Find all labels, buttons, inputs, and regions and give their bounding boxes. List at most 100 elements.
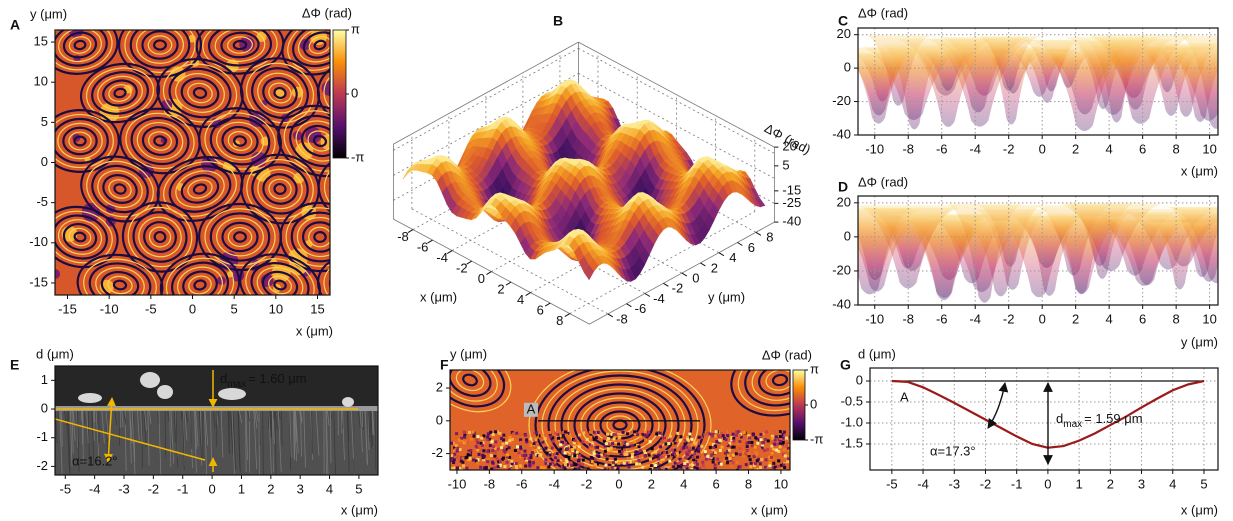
phase-noise xyxy=(600,453,603,456)
fringe xyxy=(346,177,373,201)
phase-noise xyxy=(693,452,696,455)
phase-noise xyxy=(464,441,467,444)
sem-particle xyxy=(157,385,173,399)
phase-noise xyxy=(612,461,615,464)
x-tick-label: -15 xyxy=(58,301,77,316)
phase-noise xyxy=(568,435,571,438)
phase-noise xyxy=(453,453,456,456)
x-tick-label: -4 xyxy=(917,476,929,491)
fringe xyxy=(347,275,373,295)
y-tick-label: -5 xyxy=(36,194,48,209)
x-tick-label: -6 xyxy=(516,476,528,491)
phase-noise xyxy=(688,433,691,436)
phase-noise xyxy=(779,445,782,448)
phase-noise xyxy=(472,435,475,438)
phase-noise xyxy=(746,449,749,452)
phase-noise xyxy=(748,452,751,455)
phase-noise xyxy=(696,456,699,459)
phase-noise xyxy=(577,442,580,445)
phase-noise xyxy=(548,431,551,434)
phase-noise xyxy=(586,438,589,441)
annotation-text: = 1.59 μm xyxy=(1084,411,1142,426)
phase-noise xyxy=(481,444,484,447)
fringe xyxy=(353,280,366,290)
x-tick-label: 6 xyxy=(713,476,720,491)
phase-noise xyxy=(752,433,755,436)
x-tick-label: 0 xyxy=(189,301,196,316)
phase-noise xyxy=(581,441,584,444)
phase-noise xyxy=(574,463,577,466)
phase-noise xyxy=(674,442,677,445)
colorbar-tick-label: 0 xyxy=(351,85,358,100)
x-tick-label: 5 xyxy=(231,301,238,316)
phase-noise xyxy=(686,438,689,441)
phase-noise xyxy=(485,466,488,469)
phase-noise xyxy=(533,442,536,445)
x-tick-label: -4 xyxy=(548,476,560,491)
x-tick-label: -5 xyxy=(145,301,157,316)
phase-noise xyxy=(724,431,727,434)
phase-noise xyxy=(683,443,686,446)
phase-noise xyxy=(625,453,628,456)
phase-noise xyxy=(773,430,776,433)
sem-particle xyxy=(140,372,160,388)
phase-noise xyxy=(544,437,547,440)
phase-noise xyxy=(693,461,696,464)
z-tick-label: -25 xyxy=(782,195,801,210)
colorbar-label: ΔΦ (rad) xyxy=(762,347,812,362)
phase-noise xyxy=(499,460,502,463)
phase-noise xyxy=(456,447,459,450)
phase-noise xyxy=(725,457,728,460)
colorbar xyxy=(333,30,346,158)
x-tick-label: 0 xyxy=(1039,141,1046,156)
x-tick-label: 10 xyxy=(774,476,788,491)
phase-noise xyxy=(623,445,626,448)
phase-noise xyxy=(476,441,479,444)
phase-noise xyxy=(517,451,520,454)
phase-noise xyxy=(553,453,556,456)
colorbar-tick-label: π xyxy=(810,361,819,376)
phase-noise xyxy=(664,439,667,442)
phase-noise xyxy=(683,462,686,465)
phase-noise xyxy=(525,438,528,441)
x-tick-label: 2 xyxy=(648,476,655,491)
phase-noise xyxy=(644,430,647,433)
phase-noise xyxy=(606,433,609,436)
phase-noise xyxy=(589,447,592,450)
phase-noise xyxy=(450,454,453,457)
phase-noise xyxy=(544,458,547,461)
x-tick-label: -4 xyxy=(969,311,981,326)
phase-noise xyxy=(686,463,689,466)
phase-noise xyxy=(716,458,719,461)
angle-label: α=17.3° xyxy=(930,443,976,458)
x-tick-label: 1 xyxy=(238,481,245,496)
sem-particle xyxy=(78,393,102,403)
phase-noise xyxy=(611,466,614,469)
phase-noise xyxy=(582,459,585,462)
phase-noise xyxy=(515,465,518,468)
phase-noise xyxy=(458,439,461,442)
x-tick xyxy=(486,272,491,275)
phase-noise xyxy=(748,441,751,444)
y-tick-label: -4 xyxy=(653,291,665,306)
angle-label: α=16.2° xyxy=(72,453,118,468)
phase-noise xyxy=(622,431,625,434)
x-tick-label: 2 xyxy=(497,282,504,297)
phase-noise xyxy=(477,435,480,438)
phase-noise xyxy=(636,455,639,458)
x-tick-label: 0 xyxy=(208,481,215,496)
y-tick-label: 0 xyxy=(844,228,851,243)
phase-noise xyxy=(613,438,616,441)
phase-noise xyxy=(714,434,717,437)
phase-noise xyxy=(739,453,742,456)
phase-noise xyxy=(714,451,717,454)
phase-noise xyxy=(456,466,459,469)
phase-noise xyxy=(676,432,679,435)
phase-noise xyxy=(540,466,543,469)
phase-noise xyxy=(717,434,720,437)
phase-noise xyxy=(649,458,652,461)
phase-noise xyxy=(605,442,608,445)
phase-noise xyxy=(732,439,735,442)
phase-noise xyxy=(469,449,472,452)
phase-noise xyxy=(557,437,560,440)
